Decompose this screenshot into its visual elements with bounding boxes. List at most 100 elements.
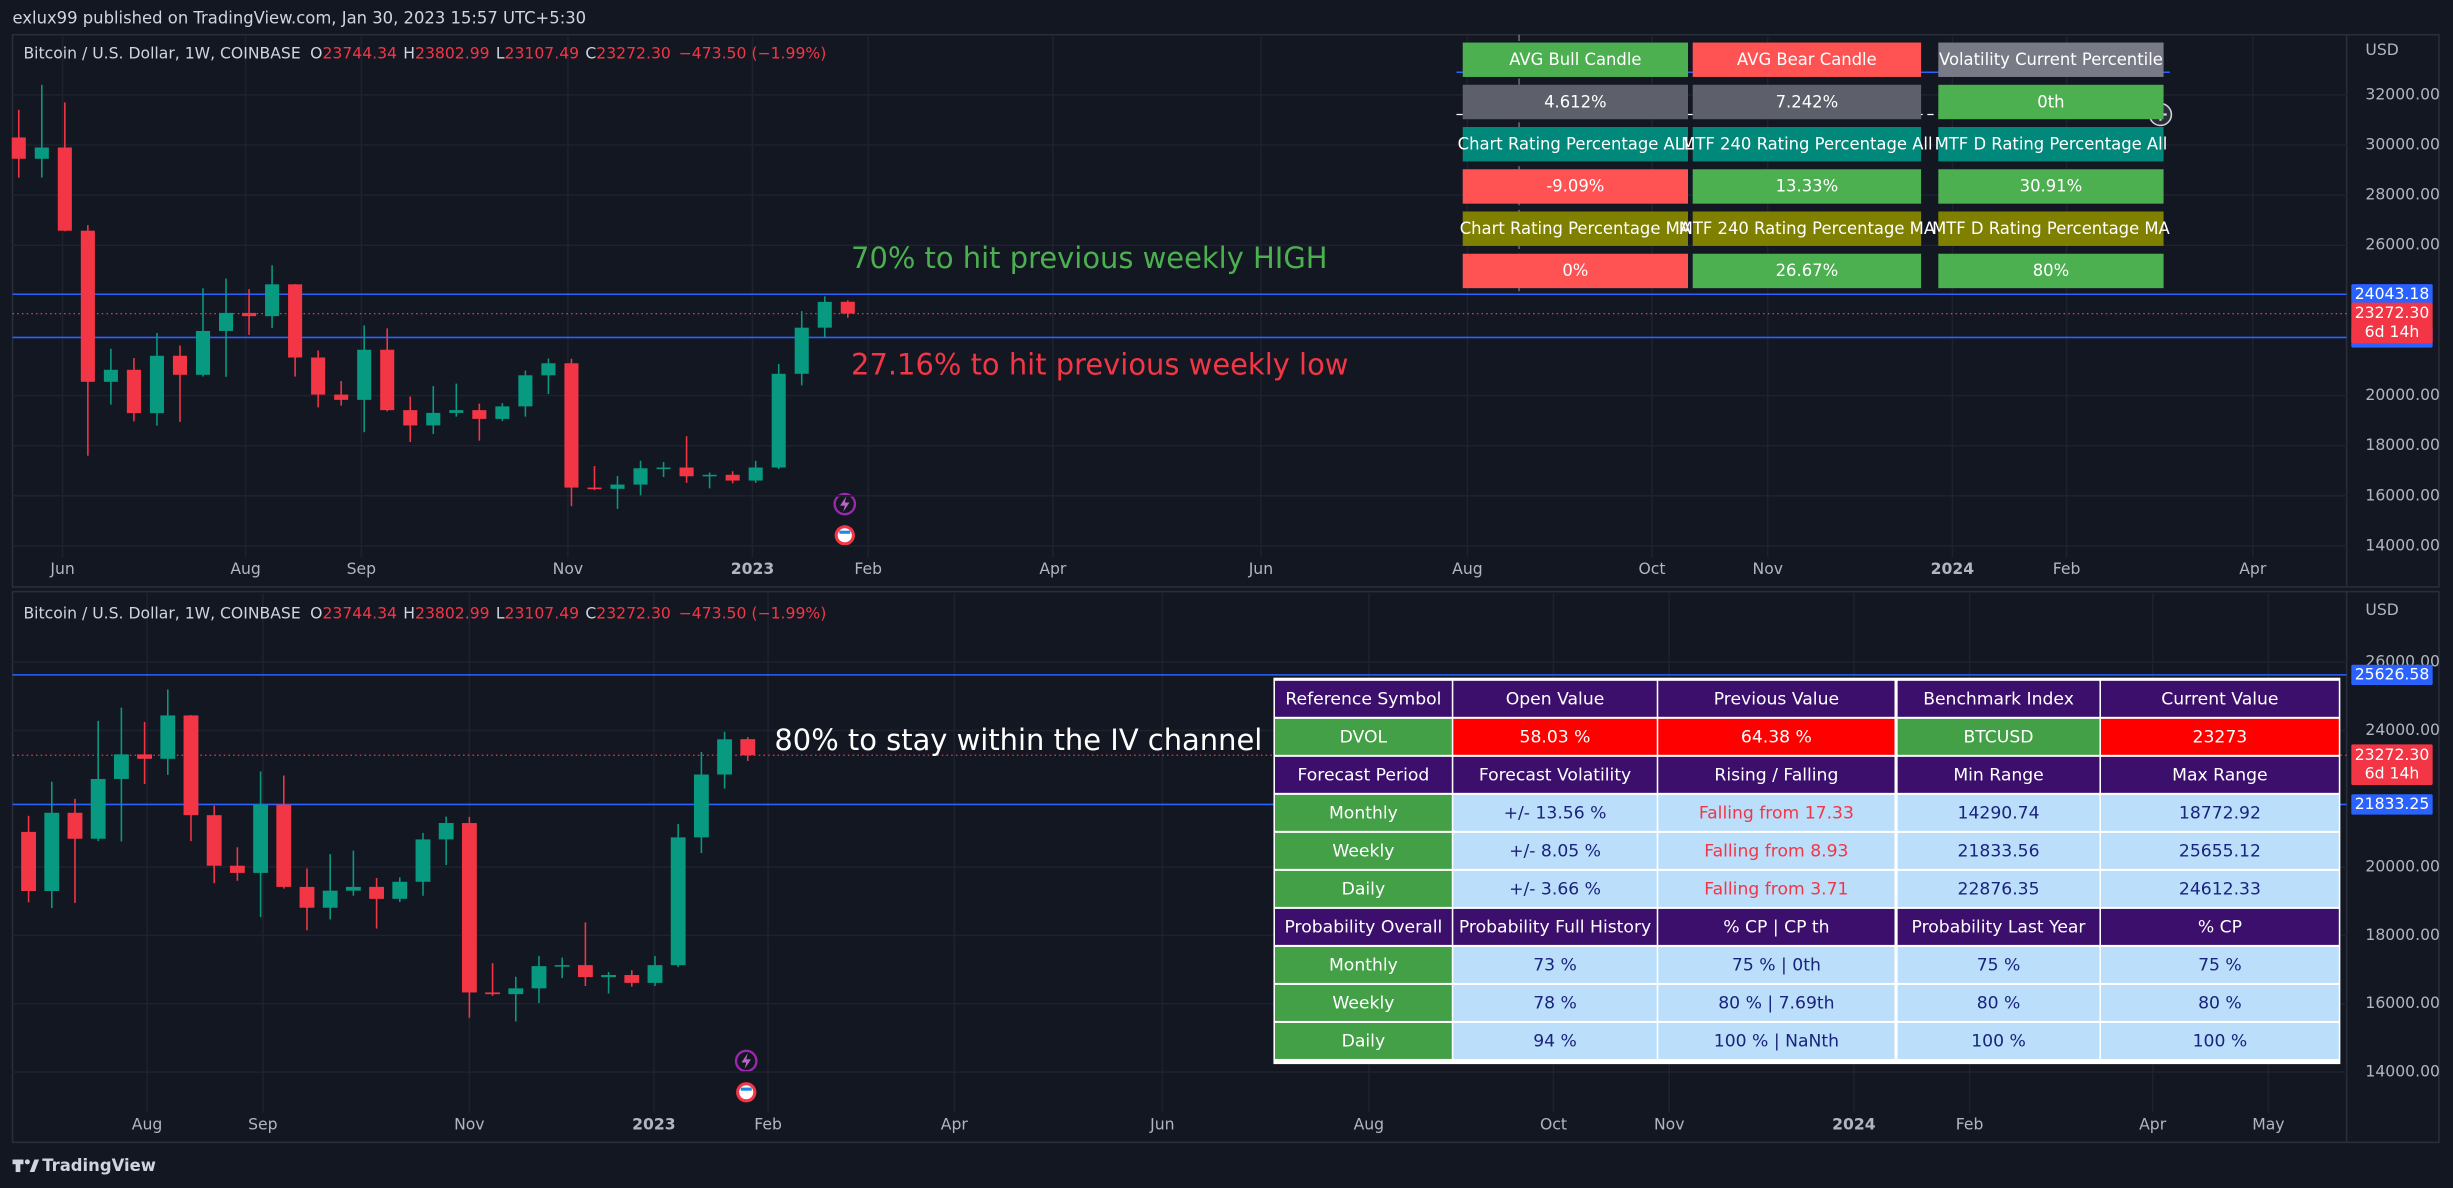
candle-body xyxy=(229,865,245,873)
table-cell-text: 80 % | 7.69th xyxy=(1718,994,1834,1014)
price-countdown: 6d 14h xyxy=(2365,322,2420,341)
table-cell xyxy=(1453,794,1657,831)
x-tick-label: Apr xyxy=(941,1115,969,1134)
level-axis-label: 25626.58 xyxy=(2355,664,2430,683)
candle-body xyxy=(403,410,418,426)
x-tick-label: Aug xyxy=(230,559,261,578)
table-cell-text: Weekly xyxy=(1332,842,1394,862)
table-cell-text: Probability Overall xyxy=(1285,918,1443,938)
candle-body xyxy=(531,966,547,989)
table-cell xyxy=(1453,832,1657,869)
table-cell-text: 78 % xyxy=(1533,994,1577,1014)
table-cell-text: 0% xyxy=(1562,261,1588,280)
candle-body xyxy=(67,812,83,839)
table-cell-text: AVG Bull Candle xyxy=(1509,50,1641,69)
table-cell xyxy=(1938,253,2164,289)
candle-body xyxy=(656,467,671,470)
candle-body xyxy=(702,474,717,477)
candle-body xyxy=(693,774,709,838)
candle-body xyxy=(748,467,763,481)
candle-body xyxy=(725,474,740,481)
candle-body xyxy=(57,147,72,231)
table-cell xyxy=(1692,42,1922,77)
event-icons xyxy=(734,492,857,1103)
table-cell-text: Daily xyxy=(1342,1032,1386,1052)
x-tick-label: Aug xyxy=(1354,1115,1385,1134)
table-cell-text: 100 % xyxy=(1971,1032,2026,1052)
table-cell xyxy=(1658,1022,1895,1059)
table-cell-text: 14290.74 xyxy=(1958,804,2040,824)
legend-field-label: H xyxy=(403,43,415,62)
candle-body xyxy=(426,412,441,426)
table-cell xyxy=(1692,211,1922,246)
candle-body xyxy=(276,804,292,887)
table-cell xyxy=(1938,211,2164,246)
table-cell-text: BTCUSD xyxy=(1964,728,2034,748)
candle-body xyxy=(449,410,464,413)
table-cell xyxy=(1897,718,2100,755)
table-cell-text: Falling from 8.93 xyxy=(1704,842,1848,862)
x-tick-label: 2023 xyxy=(632,1115,675,1134)
legend-field-value: 23802.99 xyxy=(415,43,490,62)
table-cell-text: 24612.33 xyxy=(2179,880,2261,900)
brand-logo xyxy=(12,1159,40,1173)
currency-label: USD xyxy=(2365,40,2398,59)
table-cell xyxy=(1938,84,2164,120)
table-cell xyxy=(2101,832,2339,869)
table-cell-text: 100 % | NaNth xyxy=(1714,1032,1839,1052)
table-cell xyxy=(1658,756,1895,793)
x-tick-label: Jun xyxy=(1248,559,1273,578)
candle-body xyxy=(103,369,118,382)
table-cell-text: 80 % xyxy=(2198,994,2242,1014)
candle-body xyxy=(126,369,141,414)
table-cell xyxy=(1897,946,2100,983)
candle-body xyxy=(601,975,617,978)
table-cell-text: Monthly xyxy=(1329,956,1398,976)
candle-body xyxy=(485,992,501,995)
candle-body xyxy=(554,965,570,967)
candle-body xyxy=(80,230,95,382)
candle-body xyxy=(357,349,372,400)
x-tick-label: Feb xyxy=(1956,1115,1984,1134)
price-axis-box xyxy=(2351,302,2433,344)
candle-body xyxy=(299,886,315,908)
table-cell-text: Current Value xyxy=(2161,690,2278,710)
x-tick-label: Sep xyxy=(347,559,377,578)
table-cell-text: Rising / Falling xyxy=(1714,766,1838,786)
table-cell-text: 30.91% xyxy=(2020,177,2083,196)
table-cell-text: 75 % xyxy=(1977,956,2021,976)
table-cell xyxy=(1692,127,1922,162)
price-countdown: 6d 14h xyxy=(2365,764,2420,783)
candle-body xyxy=(34,147,49,159)
legend-symbol: Bitcoin / U.S. Dollar, 1W, COINBASE xyxy=(23,603,300,622)
table-cell xyxy=(1462,253,1689,289)
legend-field-value: 23744.34 xyxy=(322,603,397,622)
candle-body xyxy=(624,975,640,983)
legend-field-label: L xyxy=(496,43,505,62)
y-tick-label: 30000.00 xyxy=(2365,134,2440,153)
table-cell xyxy=(2101,1022,2339,1059)
x-tick-label: Feb xyxy=(754,1115,782,1134)
table-cell xyxy=(1897,832,2100,869)
table-cell-text: Reference Symbol xyxy=(1285,690,1441,710)
table-cell xyxy=(1658,870,1895,907)
table-cell xyxy=(1274,794,1452,831)
candle-body xyxy=(564,363,579,488)
table-cell xyxy=(1462,169,1689,204)
table-cell-text: +/- 3.66 % xyxy=(1509,880,1601,900)
table-cell-text: Open Value xyxy=(1506,690,1605,710)
table-cell xyxy=(1462,84,1689,120)
table-cell-text: 23273 xyxy=(2193,728,2248,748)
table-cell xyxy=(1658,718,1895,755)
candle-body xyxy=(577,965,593,978)
x-tick-label: 2024 xyxy=(1832,1115,1876,1134)
candle-body xyxy=(495,406,510,419)
table-cell-text: Forecast Volatility xyxy=(1479,766,1631,786)
table-cell-text: 0th xyxy=(2037,92,2064,111)
table-cell-text: 80% xyxy=(2033,261,2069,280)
table-cell xyxy=(1658,832,1895,869)
candle-body xyxy=(647,965,663,983)
y-tick-label: 26000.00 xyxy=(2365,235,2440,254)
table-cell-text: 64.38 % xyxy=(1741,728,1812,748)
